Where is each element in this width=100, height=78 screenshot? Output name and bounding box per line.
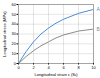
svg-text:8: 8: [77, 65, 80, 70]
svg-text:6: 6: [62, 65, 65, 70]
svg-text:60: 60: [12, 2, 17, 7]
svg-text:0: 0: [14, 61, 17, 66]
svg-text:Longitudinal stress (MPa): Longitudinal stress (MPa): [2, 11, 7, 57]
svg-text:2: 2: [32, 65, 35, 70]
svg-text:4: 4: [47, 65, 50, 70]
svg-text:20: 20: [12, 41, 17, 46]
svg-text:40: 40: [12, 21, 17, 26]
svg-text:30: 30: [12, 31, 17, 36]
svg-text:B: B: [97, 26, 100, 32]
svg-text:0: 0: [17, 65, 20, 70]
svg-text:10: 10: [12, 51, 17, 56]
svg-text:50: 50: [12, 12, 17, 17]
svg-text:10: 10: [91, 65, 96, 70]
svg-text:A: A: [97, 6, 100, 12]
svg-text:Longitudinal strain ε (‰): Longitudinal strain ε (‰): [34, 72, 78, 77]
